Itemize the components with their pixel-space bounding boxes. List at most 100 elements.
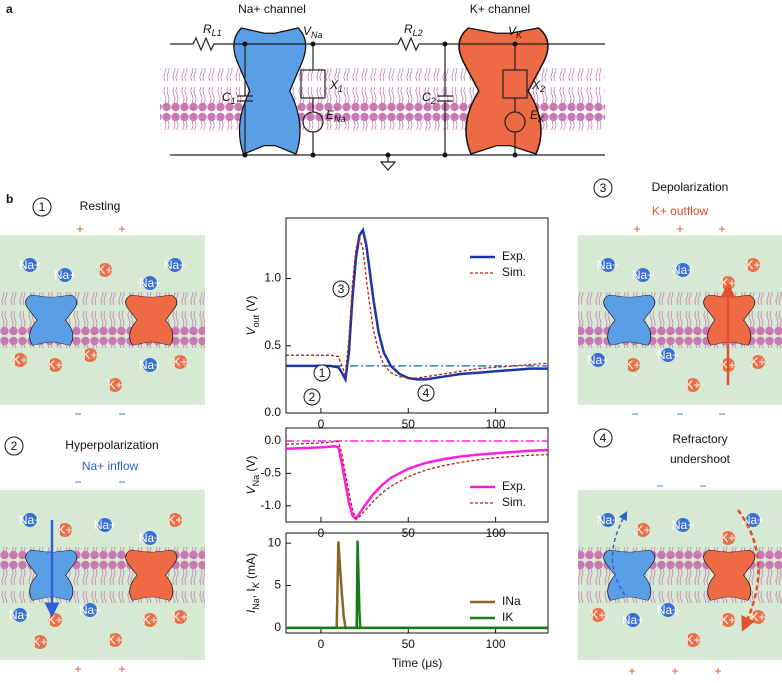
x-tick-label: 100 <box>486 637 506 651</box>
ion-label: Na+ <box>632 268 654 282</box>
y-axis-label: INa, IK (mA) <box>244 553 261 613</box>
ion-label: K+ <box>590 608 605 622</box>
state-number: 2 <box>11 439 18 453</box>
ion <box>746 513 760 527</box>
ion <box>98 263 112 277</box>
charge: − <box>118 407 125 421</box>
sub: L1 <box>212 28 222 38</box>
charge: − <box>699 479 706 493</box>
ion <box>686 633 700 647</box>
legend-label: Exp. <box>502 249 526 263</box>
ion-label: Na+ <box>597 513 619 527</box>
ion-label: K+ <box>172 610 187 624</box>
annotation-circle <box>303 388 321 406</box>
plot-frame <box>285 217 549 414</box>
ion-label: Na+ <box>622 613 644 627</box>
sym: V <box>508 24 517 38</box>
annotation: 2 <box>309 390 316 404</box>
y-label-part: (V) <box>244 456 258 475</box>
ion <box>143 531 157 545</box>
ion <box>83 603 97 617</box>
panel-a: a Na+ channel K+ channel RL1 RL2 VNa VK … <box>6 2 605 171</box>
legend-label: IK <box>502 610 513 624</box>
ion <box>626 613 640 627</box>
sub: 2 <box>539 84 545 94</box>
ion <box>58 523 72 537</box>
ion-label: Na+ <box>597 258 619 272</box>
k-channel-label: K+ channel <box>470 2 530 16</box>
legend-label: Sim. <box>502 265 526 279</box>
ion <box>661 603 675 617</box>
ion <box>636 523 650 537</box>
sub: K <box>538 114 545 124</box>
charge: + <box>718 222 725 236</box>
ion-label: K+ <box>685 633 700 647</box>
state-title: K+ outflow <box>652 204 709 218</box>
ion-label: K+ <box>97 263 112 277</box>
ion <box>661 348 675 362</box>
y-tick-label: 1.0 <box>264 271 281 285</box>
state-title: Resting <box>80 199 121 213</box>
cartoons: 1 Resting+ +− −Na+Na+ K+Na+Na+K+ K+K+K+Na+ K+2… <box>0 178 782 678</box>
ion <box>626 358 640 372</box>
ion-label: Na+ <box>9 608 31 622</box>
state-number: 1 <box>39 200 46 214</box>
ion <box>33 635 47 649</box>
y-label-part: , I <box>244 588 258 598</box>
battery-na <box>302 111 324 133</box>
ion <box>108 378 122 392</box>
ion-label: Na+ <box>139 531 161 545</box>
y-label-part: Na <box>251 598 261 610</box>
annotation: 3 <box>338 282 345 296</box>
sym: X <box>329 78 339 92</box>
y-tick-label: 0.0 <box>264 405 281 419</box>
charge: + <box>118 662 125 676</box>
ion-label: K+ <box>745 258 760 272</box>
label-rl1: RL1 <box>203 22 222 38</box>
ion-label: K+ <box>635 523 650 537</box>
number-circle <box>32 197 52 217</box>
x-axis-label: Time (μs) <box>392 656 442 670</box>
ion-label: K+ <box>142 613 157 627</box>
x-tick-label: 100 <box>486 417 506 431</box>
state-number: 4 <box>600 431 607 445</box>
memristor-x1 <box>300 69 326 99</box>
sym: R <box>404 22 413 36</box>
sym: C <box>222 90 231 104</box>
channel-wires <box>312 44 516 155</box>
y-tick-label: -1.0 <box>260 498 281 512</box>
sym: C <box>422 90 431 104</box>
series-line <box>285 440 549 520</box>
panel-label: a <box>6 2 13 16</box>
ion <box>143 276 157 290</box>
annotation: 4 <box>423 386 430 400</box>
ion <box>83 348 97 362</box>
series-line <box>286 226 548 384</box>
series-line <box>286 236 549 379</box>
legend-label: Sim. <box>502 495 526 509</box>
plot-frame <box>285 532 549 634</box>
sym: V <box>303 24 312 38</box>
ion-label: K+ <box>750 610 765 624</box>
ion-label: K+ <box>47 613 62 627</box>
sym: E <box>326 108 335 122</box>
x-tick-label: 50 <box>402 637 416 651</box>
sub: K <box>516 30 523 40</box>
y-tick-label: 0.5 <box>264 338 281 352</box>
label-ek: EK <box>530 108 545 124</box>
annotation-circle <box>417 384 435 402</box>
ion <box>143 613 157 627</box>
ion-label: K+ <box>57 523 72 537</box>
y-tick-label: 0 <box>274 620 281 634</box>
ion <box>58 268 72 282</box>
ion-label: K+ <box>47 358 62 372</box>
charge: + <box>633 222 640 236</box>
battery-k <box>504 111 526 133</box>
charge: − <box>74 475 81 489</box>
ion-label: Na+ <box>19 258 41 272</box>
annotation-circle <box>313 364 331 382</box>
y-label-part: (V) <box>244 296 258 315</box>
ion-label: K+ <box>685 378 700 392</box>
number-circle <box>593 178 613 198</box>
charge: + <box>676 222 683 236</box>
